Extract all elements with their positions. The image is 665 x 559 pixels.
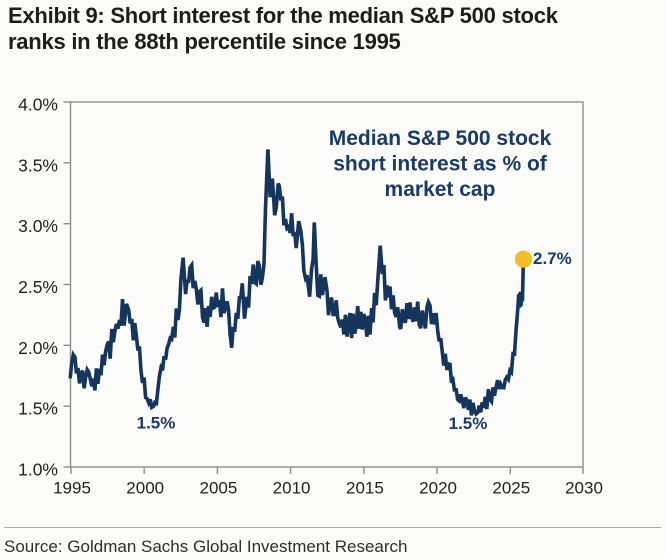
svg-text:2015: 2015 bbox=[346, 479, 384, 498]
svg-text:2.7%: 2.7% bbox=[533, 249, 572, 268]
svg-text:2020: 2020 bbox=[419, 479, 457, 498]
svg-text:4.0%: 4.0% bbox=[18, 95, 58, 115]
svg-text:2.5%: 2.5% bbox=[18, 277, 58, 297]
svg-text:2010: 2010 bbox=[273, 479, 311, 498]
svg-text:2005: 2005 bbox=[199, 479, 237, 498]
svg-text:2000: 2000 bbox=[126, 479, 164, 498]
svg-text:3.0%: 3.0% bbox=[18, 216, 58, 236]
svg-text:3.5%: 3.5% bbox=[18, 155, 58, 175]
svg-text:2030: 2030 bbox=[565, 479, 603, 498]
svg-text:1.0%: 1.0% bbox=[18, 460, 58, 480]
svg-text:1.5%: 1.5% bbox=[18, 399, 58, 419]
svg-text:2025: 2025 bbox=[492, 479, 530, 498]
svg-text:market cap: market cap bbox=[385, 178, 496, 201]
svg-text:Median S&P 500 stock: Median S&P 500 stock bbox=[329, 127, 552, 150]
svg-text:1.5%: 1.5% bbox=[137, 414, 176, 433]
svg-text:1995: 1995 bbox=[53, 479, 91, 498]
svg-text:short interest as % of: short interest as % of bbox=[333, 153, 548, 176]
svg-text:1.5%: 1.5% bbox=[449, 414, 488, 433]
svg-text:2.0%: 2.0% bbox=[18, 338, 58, 358]
